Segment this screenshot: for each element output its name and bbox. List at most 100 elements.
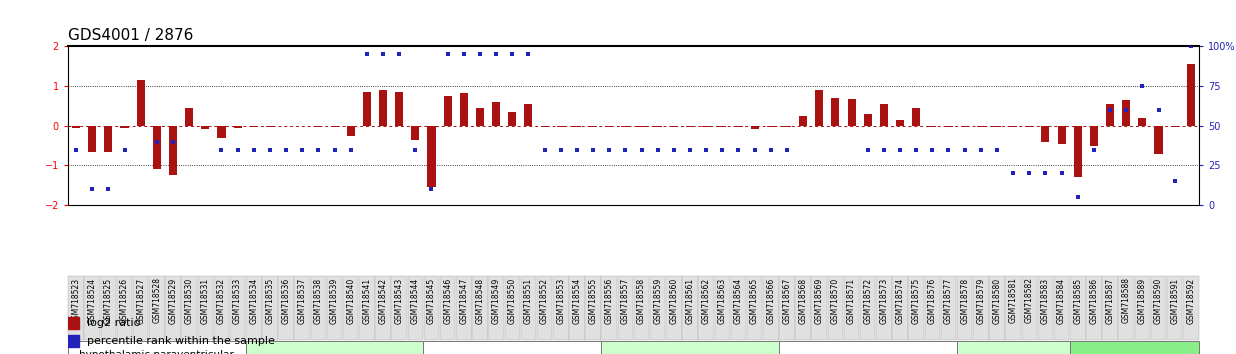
Point	[1148, 107, 1168, 113]
FancyBboxPatch shape	[488, 276, 504, 340]
Text: GSM718553: GSM718553	[556, 278, 565, 324]
Text: GSM718559: GSM718559	[653, 278, 662, 324]
FancyBboxPatch shape	[246, 276, 262, 340]
Bar	[896, 120, 904, 126]
Point	[680, 147, 700, 152]
Bar	[266, 126, 274, 127]
Text: GSM718563: GSM718563	[718, 278, 727, 324]
FancyBboxPatch shape	[214, 276, 229, 340]
FancyBboxPatch shape	[1135, 276, 1151, 340]
Text: GSM718589: GSM718589	[1138, 278, 1147, 324]
FancyBboxPatch shape	[552, 276, 569, 340]
Point	[389, 51, 409, 57]
Text: GSM718576: GSM718576	[928, 278, 937, 324]
Text: GSM718591: GSM718591	[1170, 278, 1179, 324]
Bar	[379, 90, 387, 126]
Point	[922, 147, 942, 152]
Text: GSM718544: GSM718544	[410, 278, 420, 324]
Point	[1036, 171, 1056, 176]
FancyBboxPatch shape	[376, 276, 391, 340]
Point	[551, 147, 571, 152]
Bar	[928, 126, 937, 127]
Point	[519, 51, 539, 57]
Text: GSM718541: GSM718541	[362, 278, 371, 324]
FancyBboxPatch shape	[989, 276, 1005, 340]
Bar	[993, 126, 1001, 127]
Text: GSM718586: GSM718586	[1089, 278, 1099, 324]
FancyBboxPatch shape	[650, 276, 665, 340]
Bar	[185, 108, 193, 126]
FancyBboxPatch shape	[1183, 276, 1199, 340]
Bar	[864, 114, 871, 126]
Text: GSM718569: GSM718569	[815, 278, 823, 324]
FancyBboxPatch shape	[828, 276, 843, 340]
Point	[535, 147, 555, 152]
FancyBboxPatch shape	[1119, 276, 1133, 340]
Point	[179, 3, 199, 9]
FancyBboxPatch shape	[424, 341, 601, 354]
Bar	[396, 92, 403, 126]
Point	[632, 147, 651, 152]
Text: GSM718587: GSM718587	[1105, 278, 1115, 324]
FancyBboxPatch shape	[278, 276, 294, 340]
Bar	[606, 126, 613, 127]
FancyBboxPatch shape	[342, 276, 358, 340]
FancyBboxPatch shape	[116, 276, 132, 340]
Point	[1020, 171, 1039, 176]
Point	[1004, 171, 1023, 176]
Point	[486, 51, 506, 57]
Bar	[412, 126, 419, 139]
FancyBboxPatch shape	[812, 276, 827, 340]
Text: GSM718532: GSM718532	[218, 278, 226, 324]
Text: GSM718535: GSM718535	[266, 278, 274, 324]
Point	[454, 51, 473, 57]
Bar	[363, 92, 371, 126]
FancyBboxPatch shape	[100, 276, 116, 340]
Text: GSM718527: GSM718527	[136, 278, 145, 324]
FancyBboxPatch shape	[68, 276, 84, 340]
Text: GSM718548: GSM718548	[476, 278, 485, 324]
Bar	[540, 126, 549, 127]
Text: GSM718524: GSM718524	[88, 278, 96, 324]
FancyBboxPatch shape	[326, 276, 342, 340]
Text: GSM718540: GSM718540	[346, 278, 355, 324]
Point	[147, 139, 167, 144]
FancyBboxPatch shape	[536, 276, 552, 340]
FancyBboxPatch shape	[68, 341, 246, 354]
FancyBboxPatch shape	[504, 276, 520, 340]
FancyBboxPatch shape	[634, 276, 649, 340]
Point	[761, 147, 781, 152]
Bar	[702, 126, 711, 127]
FancyBboxPatch shape	[860, 276, 875, 340]
Point	[712, 147, 732, 152]
FancyBboxPatch shape	[182, 276, 197, 340]
Point	[195, 3, 215, 9]
Point	[777, 147, 797, 152]
Bar	[798, 116, 807, 126]
Text: GSM718543: GSM718543	[394, 278, 404, 324]
Point	[728, 147, 748, 152]
Bar	[590, 126, 597, 127]
Bar	[766, 126, 775, 127]
Point	[988, 147, 1007, 152]
Point	[938, 147, 958, 152]
Bar	[153, 126, 161, 170]
Text: GSM718572: GSM718572	[863, 278, 873, 324]
Bar	[508, 112, 517, 126]
Point	[341, 147, 361, 152]
FancyBboxPatch shape	[392, 276, 407, 340]
FancyBboxPatch shape	[973, 276, 989, 340]
FancyBboxPatch shape	[294, 276, 310, 340]
FancyBboxPatch shape	[1086, 276, 1101, 340]
Text: GSM718550: GSM718550	[508, 278, 517, 324]
FancyBboxPatch shape	[424, 276, 439, 340]
Bar	[816, 90, 823, 126]
Point	[115, 147, 135, 152]
Bar	[428, 126, 435, 187]
FancyBboxPatch shape	[844, 276, 859, 340]
Point	[648, 147, 667, 152]
Bar	[72, 126, 80, 128]
Point	[502, 51, 522, 57]
Text: GSM718545: GSM718545	[426, 278, 436, 324]
FancyBboxPatch shape	[908, 276, 925, 340]
